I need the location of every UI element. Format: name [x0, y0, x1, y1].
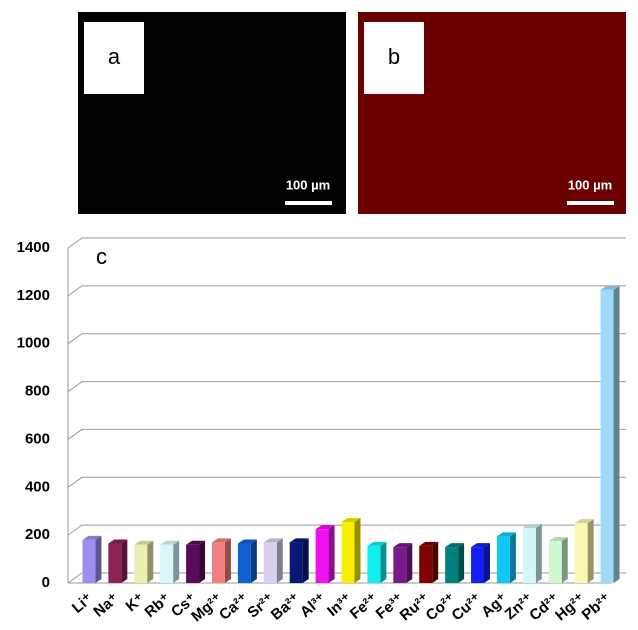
- bar: [471, 547, 484, 583]
- bar: [575, 523, 588, 583]
- y-tick-label: 1000: [17, 335, 50, 352]
- bar: [497, 536, 510, 583]
- scale-bar-label: 100 µm: [286, 177, 330, 192]
- grid-line: [68, 477, 626, 487]
- bar-side: [199, 541, 205, 583]
- bar-side: [484, 543, 490, 583]
- grid-line: [68, 429, 626, 439]
- bar-side: [562, 537, 568, 583]
- bar: [212, 542, 225, 583]
- bar-side: [303, 538, 309, 583]
- bar: [549, 541, 562, 583]
- bar-side: [329, 525, 335, 583]
- bar: [186, 545, 199, 583]
- bar-side: [277, 538, 283, 583]
- y-tick-label: 1400: [17, 239, 50, 256]
- bar: [601, 290, 614, 583]
- x-tick-label: Na⁺: [90, 590, 122, 620]
- bar: [134, 545, 147, 583]
- bar-side: [432, 542, 438, 583]
- y-tick-label: 200: [25, 526, 50, 543]
- bar-side: [458, 543, 464, 583]
- panel-label: a: [108, 44, 121, 69]
- x-tick-label: Pb²⁺: [579, 590, 615, 624]
- bar: [108, 544, 121, 583]
- bar: [523, 528, 536, 583]
- bar: [82, 540, 95, 583]
- bar: [445, 547, 458, 583]
- bar-side: [95, 536, 101, 583]
- bar: [290, 542, 303, 583]
- panel-label: b: [388, 44, 400, 69]
- bar: [342, 522, 355, 583]
- bar-side: [121, 540, 127, 583]
- bar-side: [406, 543, 412, 583]
- bar-side: [147, 541, 153, 583]
- scale-bar-label: 100 µm: [568, 177, 612, 192]
- grid-line: [68, 334, 626, 344]
- bar-side: [614, 286, 620, 583]
- x-tick-label: Li⁺: [69, 590, 96, 617]
- grid-line: [68, 238, 626, 248]
- y-tick-label: 600: [25, 430, 50, 447]
- bar-side: [225, 538, 231, 583]
- bar-side: [251, 540, 257, 583]
- bar: [238, 544, 251, 583]
- grid-line: [68, 286, 626, 296]
- bar-side: [354, 518, 360, 583]
- panel-label: c: [96, 244, 107, 269]
- grid-line: [68, 382, 626, 392]
- y-tick-label: 400: [25, 478, 50, 495]
- bar-side: [536, 524, 542, 583]
- y-tick-label: 1200: [17, 287, 50, 304]
- chart: 0200400600800100012001400Li⁺Na⁺K⁺Rb⁺Cs⁺M…: [17, 238, 626, 625]
- bar: [316, 529, 329, 583]
- bar-side: [173, 541, 179, 583]
- bar: [367, 546, 380, 583]
- bar-side: [510, 532, 516, 583]
- y-tick-label: 0: [42, 574, 50, 591]
- bar: [393, 547, 406, 583]
- y-tick-label: 800: [25, 383, 50, 400]
- bar: [264, 542, 277, 583]
- figure: a 100 µm b 100 µm c 0 200 400 600 800 1000 120…: [0, 0, 638, 630]
- bar: [419, 546, 432, 583]
- bar-side: [380, 542, 386, 583]
- bar-side: [588, 519, 594, 583]
- bar: [160, 545, 173, 583]
